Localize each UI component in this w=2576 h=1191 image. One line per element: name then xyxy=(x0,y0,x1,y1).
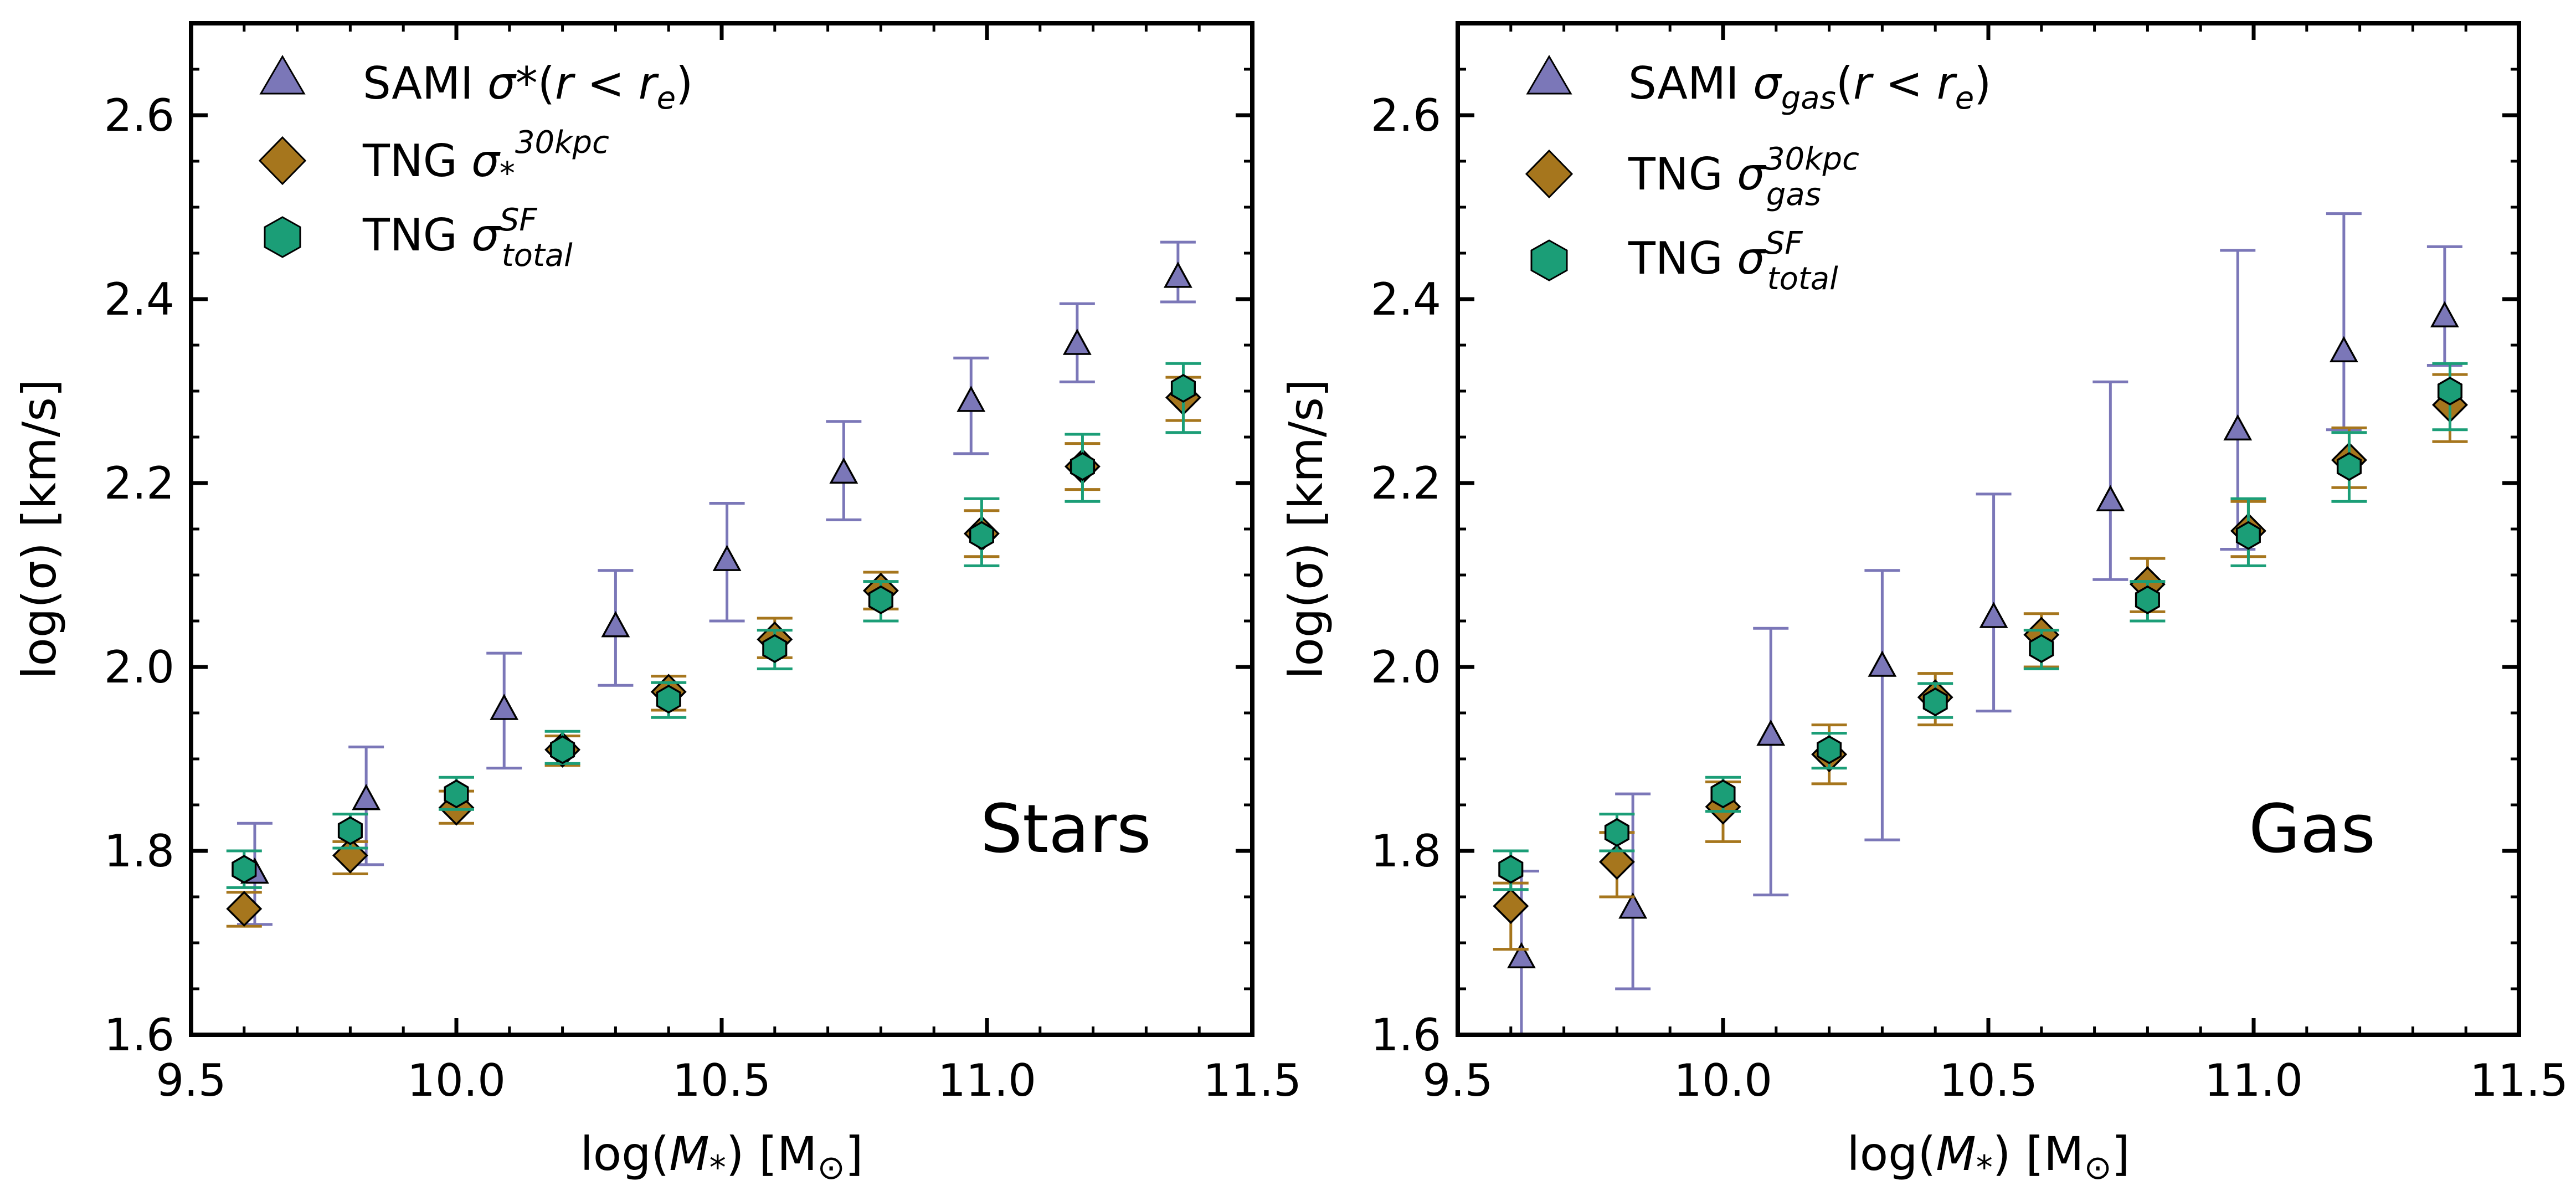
legend-sami-marker xyxy=(259,55,306,95)
x-tick-label: 11.5 xyxy=(2470,1055,2568,1106)
triangle-marker xyxy=(490,694,519,720)
stars-y-axis-label: log(σ) [km/s] xyxy=(12,379,66,679)
gas-plot-frame xyxy=(1456,21,2521,1037)
hexagon-marker xyxy=(2135,585,2160,614)
stars-x-axis-label: log(M*) [M⊙] xyxy=(580,1127,863,1187)
hexagon-marker xyxy=(232,855,257,884)
x-tick-label: 9.5 xyxy=(1422,1055,1493,1106)
y-tick-label: 2.0 xyxy=(1371,641,1441,693)
y-tick-label: 1.8 xyxy=(1371,825,1441,877)
gas-axis-ticks: 9.5 10.0 10.5 11.0 11.5 1.6 1.8 2.0 2.2 2.4 2.6 xyxy=(1371,22,2568,1106)
y-tick-label: 1.6 xyxy=(104,1009,174,1061)
hexagon-marker xyxy=(337,816,363,845)
hexagon-marker xyxy=(2336,452,2362,481)
y-tick-label: 2.4 xyxy=(1371,274,1441,325)
y-tick-label: 2.4 xyxy=(104,274,174,325)
legend-tngsf-label: TNG σSF total xyxy=(362,202,573,274)
y-tick-label: 1.6 xyxy=(1371,1009,1441,1061)
triangle-marker xyxy=(712,545,742,571)
x-tick-label: 11.5 xyxy=(1203,1055,1302,1106)
legend-sami-label: SAMI σ*(r < re) xyxy=(363,58,693,116)
legend-tng30-label: TNG σ30kpc gas xyxy=(1628,141,1859,213)
triangle-marker xyxy=(957,386,986,412)
y-tick-label: 2.6 xyxy=(104,90,174,141)
legend-tng30-label: TNG σ*30kpc xyxy=(362,125,609,192)
y-tick-label: 2.2 xyxy=(104,458,174,509)
diamond-marker xyxy=(226,891,263,927)
x-tick-label: 10.0 xyxy=(407,1055,506,1106)
gas-y-axis-label: log(σ) [km/s] xyxy=(1279,379,1333,679)
triangle-marker xyxy=(2096,485,2125,511)
hexagon-marker xyxy=(1604,818,1629,847)
triangle-marker xyxy=(1163,261,1192,288)
stars-legend: SAMI σ*(r < re) TNG σ*30kpc TNG σSF total xyxy=(258,55,693,274)
hexagon-marker xyxy=(969,521,994,550)
x-tick-label: 9.5 xyxy=(156,1055,226,1106)
triangle-marker xyxy=(601,610,630,638)
stars-plot-frame xyxy=(189,21,1254,1037)
triangle-marker xyxy=(1507,942,1536,968)
hexagon-marker xyxy=(2029,634,2054,663)
triangle-marker xyxy=(829,457,858,484)
triangle-marker xyxy=(2430,301,2459,327)
stars-panel: 9.5 10.0 10.5 11.0 11.5 1.6 1.8 2.0 2.2 2.4 2.6 SA… xyxy=(12,21,1302,1187)
hexagon-marker xyxy=(762,634,788,663)
stars-panel-label: Stars xyxy=(980,791,1151,868)
hexagon-marker xyxy=(2437,376,2462,406)
triangle-marker xyxy=(1979,602,2008,628)
diamond-marker xyxy=(1598,844,1635,880)
triangle-marker xyxy=(2223,414,2253,441)
hexagon-marker xyxy=(1170,373,1196,403)
legend-tngsf-marker xyxy=(1530,239,1568,281)
gas-x-axis-label: log(M*) [M⊙] xyxy=(1847,1127,2130,1187)
diamond-marker xyxy=(1493,888,1529,925)
triangle-marker xyxy=(2329,336,2358,363)
triangle-marker xyxy=(1756,719,1786,746)
legend-sami-marker xyxy=(1526,55,1572,95)
hexagon-marker xyxy=(550,735,575,764)
hexagon-marker xyxy=(656,685,681,714)
gas-data-points xyxy=(1493,212,2468,1036)
x-tick-label: 10.0 xyxy=(1674,1055,1772,1106)
triangle-marker xyxy=(1062,328,1092,355)
hexagon-marker xyxy=(868,585,893,614)
triangle-marker xyxy=(1868,650,1897,677)
hexagon-marker xyxy=(1498,855,1524,884)
triangle-marker xyxy=(352,784,381,810)
x-tick-label: 10.5 xyxy=(672,1055,771,1106)
hexagon-marker xyxy=(1070,452,1095,481)
legend-sami-label: SAMI σgas(r < re) xyxy=(1628,58,1991,116)
legend-tngsf-marker xyxy=(264,216,301,258)
y-tick-label: 2.0 xyxy=(104,641,174,693)
triangle-marker xyxy=(1618,892,1648,919)
hexagon-marker xyxy=(1922,687,1948,717)
gas-legend: SAMI σgas(r < re) TNG σ30kpc gas TNG σSF t… xyxy=(1525,55,1991,297)
x-tick-label: 10.5 xyxy=(1939,1055,2038,1106)
gas-panel-label: Gas xyxy=(2249,791,2376,868)
y-tick-label: 1.8 xyxy=(104,825,174,877)
legend-tngsf-label: TNG σSF total xyxy=(1628,225,1838,297)
y-tick-label: 2.6 xyxy=(1371,90,1441,141)
gas-panel: 9.5 10.0 10.5 11.0 11.5 1.6 1.8 2.0 2.2 2.4 2.6 SA… xyxy=(1279,21,2568,1187)
hexagon-marker xyxy=(444,779,469,809)
hexagon-marker xyxy=(2235,521,2261,550)
x-tick-label: 11.0 xyxy=(938,1055,1036,1106)
y-tick-label: 2.2 xyxy=(1371,458,1441,509)
hexagon-marker xyxy=(1817,735,1842,764)
legend-tng30-marker xyxy=(1525,149,1574,199)
hexagon-marker xyxy=(1710,779,1736,809)
x-tick-label: 11.0 xyxy=(2204,1055,2303,1106)
stars-axis-ticks: 9.5 10.0 10.5 11.0 11.5 1.6 1.8 2.0 2.2 2.4 2.6 xyxy=(104,22,1302,1106)
stars-data-points xyxy=(226,240,1201,928)
legend-tng30-marker xyxy=(258,136,307,186)
